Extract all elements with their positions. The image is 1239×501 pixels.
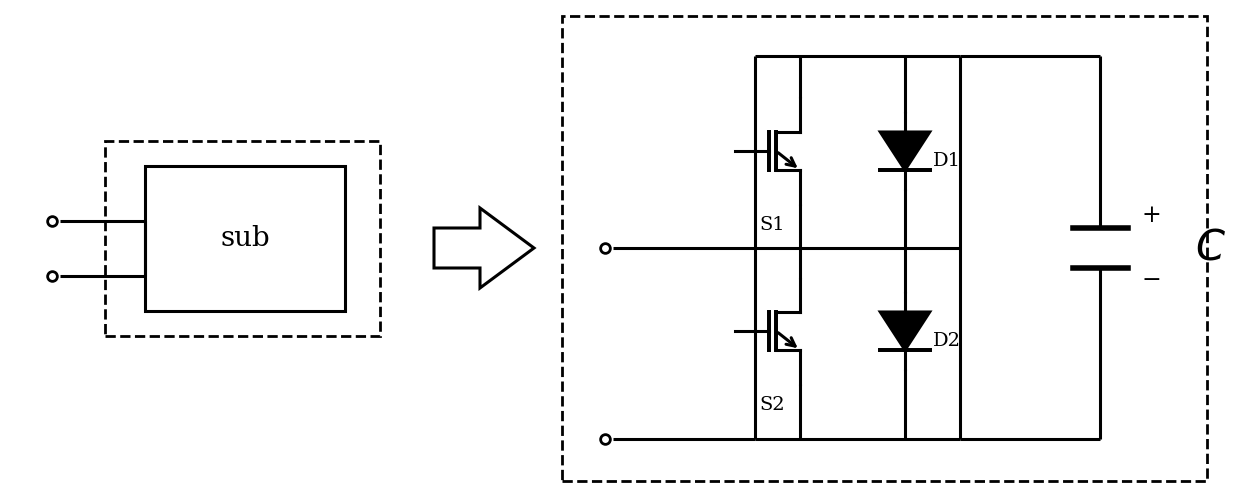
Polygon shape <box>880 312 929 350</box>
Text: $C$: $C$ <box>1194 227 1225 269</box>
Polygon shape <box>880 132 929 170</box>
Text: D1: D1 <box>933 152 961 170</box>
Text: D2: D2 <box>933 332 961 350</box>
Text: −: − <box>1142 269 1162 292</box>
Polygon shape <box>434 208 534 288</box>
Text: sub: sub <box>221 225 270 252</box>
Text: +: + <box>1142 204 1162 227</box>
Text: S2: S2 <box>760 395 784 413</box>
Text: S1: S1 <box>760 215 784 233</box>
